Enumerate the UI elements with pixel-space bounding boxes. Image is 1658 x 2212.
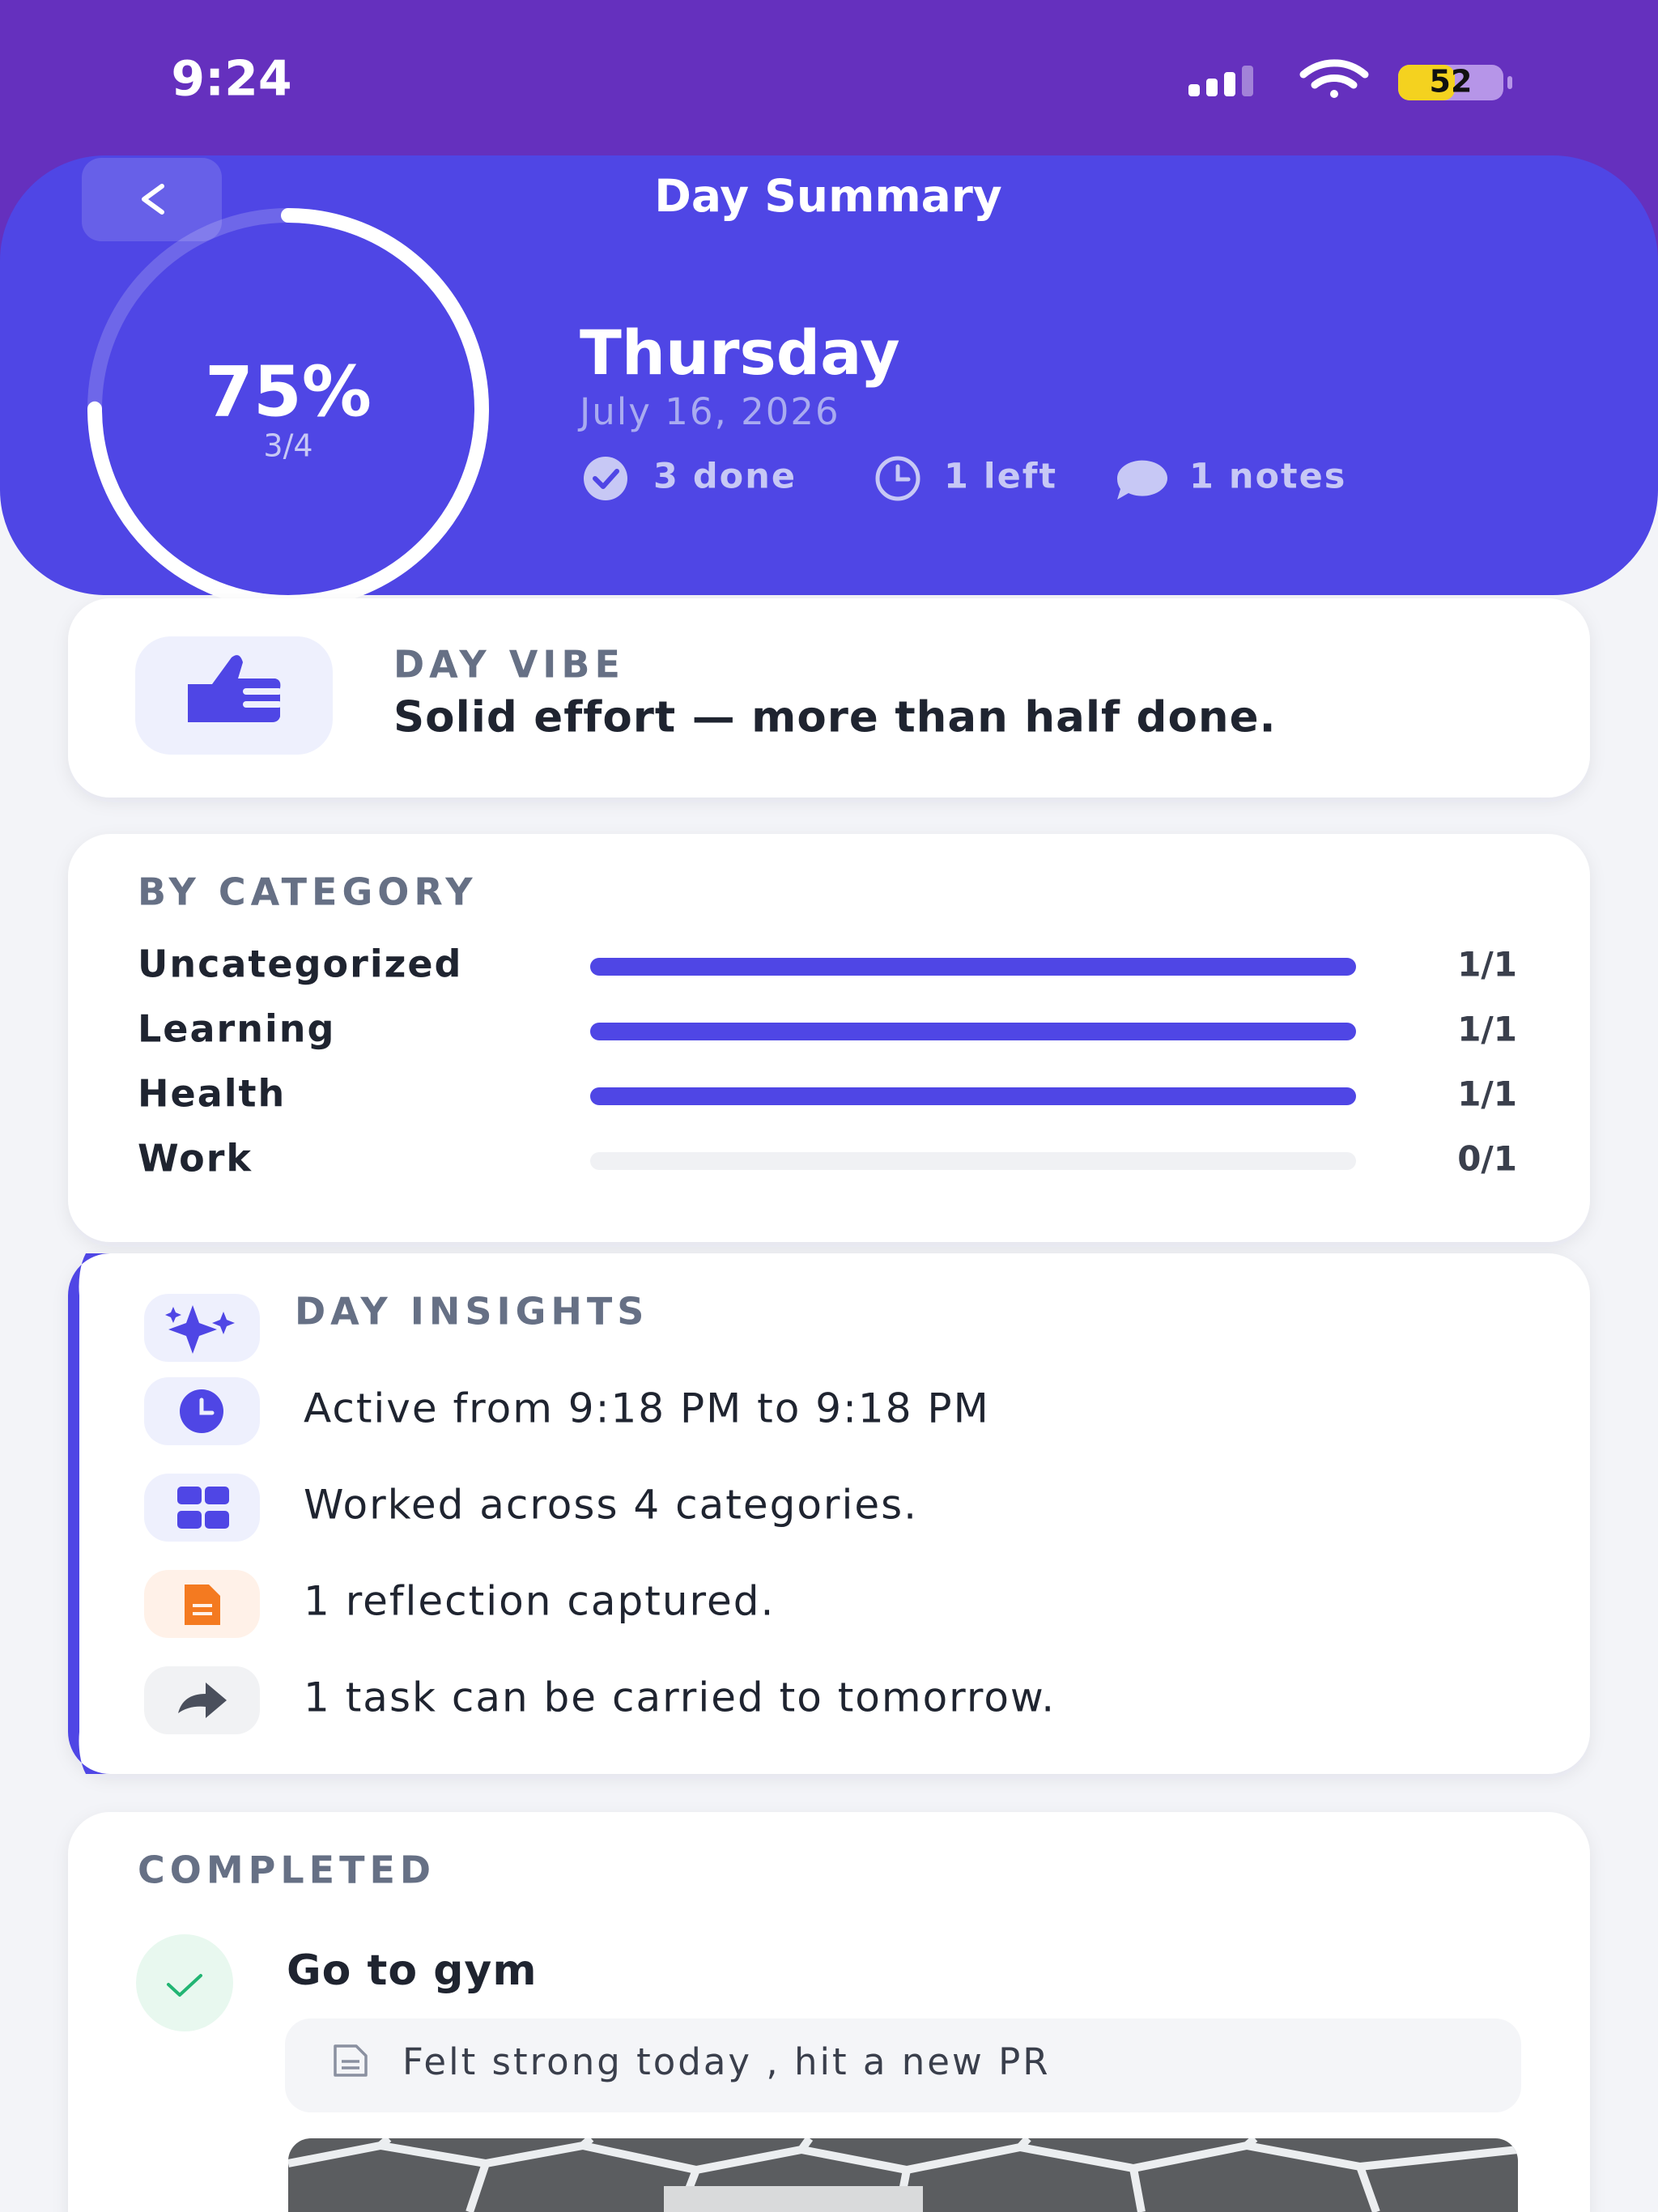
insights-accent <box>68 1253 110 1774</box>
insight-text: Worked across 4 categories. <box>304 1482 918 1529</box>
category-name: Learning <box>138 1007 335 1051</box>
back-icon <box>142 184 164 215</box>
category-name: Uncategorized <box>138 942 462 986</box>
document-lines <box>193 1604 212 1615</box>
task-title: Go to gym <box>287 1946 538 1995</box>
battery-icon: 52 <box>1398 64 1512 100</box>
back-button[interactable] <box>82 158 222 241</box>
left-icon <box>875 456 920 501</box>
category-count: 1/1 <box>1457 1010 1517 1049</box>
insight-row: 1 task can be carried to tomorrow. <box>144 1666 1056 1734</box>
stat-done: 3 done <box>653 457 797 497</box>
insight-row: Worked across 4 categories. <box>144 1474 918 1542</box>
category-name: Health <box>138 1072 286 1116</box>
grid-icon-cell <box>205 1511 229 1529</box>
sparkles-icon <box>165 1305 235 1354</box>
grid-icon-cell <box>177 1487 202 1504</box>
check-icon <box>167 1974 202 1997</box>
date: July 16, 2026 <box>577 390 840 433</box>
completed-title: COMPLETED <box>138 1848 436 1892</box>
vibe-text: Solid effort — more than half done. <box>393 693 1277 742</box>
insight-row: 1 reflection captured. <box>144 1570 775 1638</box>
done-icon <box>584 457 627 500</box>
insights-list: Active from 9:18 PM to 9:18 PM Worked acr… <box>144 1377 1056 1734</box>
insights-card <box>68 1253 1590 1774</box>
category-title: BY CATEGORY <box>138 870 478 914</box>
category-count: 1/1 <box>1457 1074 1517 1114</box>
stat-left: 1 left <box>944 457 1057 497</box>
category-bar <box>590 1023 1356 1040</box>
header-title: Day Summary <box>654 170 1002 222</box>
note-box <box>285 2018 1521 2112</box>
category-name: Work <box>138 1137 253 1180</box>
note-icon <box>334 2044 368 2077</box>
category-track <box>590 1152 1356 1170</box>
stat-notes: 1 notes <box>1189 457 1346 497</box>
grid-icon-cell <box>177 1511 202 1529</box>
task-note: Felt strong today , hit a new PR <box>402 2040 1051 2083</box>
category-bar <box>590 958 1356 976</box>
insight-row: Active from 9:18 PM to 9:18 PM <box>144 1377 990 1445</box>
clock-hands <box>199 1397 215 1415</box>
notes-icon <box>1116 460 1167 500</box>
insight-text: Active from 9:18 PM to 9:18 PM <box>304 1385 990 1432</box>
forward-icon <box>178 1682 227 1718</box>
category-list: Uncategorized 1/1 Learning 1/1 Health 1/1 Work… <box>138 942 1517 1180</box>
signal-icon <box>1188 66 1253 96</box>
insight-icon-box <box>144 1474 260 1542</box>
battery-level: 52 <box>1430 64 1473 100</box>
category-count: 1/1 <box>1457 945 1517 985</box>
vibe-card <box>68 598 1590 798</box>
insight-text: 1 reflection captured. <box>304 1578 775 1625</box>
day-name: Thursday <box>580 317 900 389</box>
task-photo <box>288 2138 1518 2212</box>
vibe-label: DAY VIBE <box>393 643 625 687</box>
category-bar <box>590 1087 1356 1105</box>
progress-fraction: 3/4 <box>263 428 312 464</box>
grid-icon-cell <box>205 1487 229 1504</box>
status-time: 9:24 <box>171 51 291 108</box>
wifi-icon <box>1299 59 1369 98</box>
insight-text: 1 task can be carried to tomorrow. <box>304 1674 1056 1721</box>
progress-percent: 75% <box>205 351 372 432</box>
thumbs-up-icon <box>188 655 282 722</box>
check-badge <box>136 1934 233 2031</box>
insights-title: DAY INSIGHTS <box>295 1290 648 1334</box>
category-count: 0/1 <box>1457 1139 1517 1179</box>
